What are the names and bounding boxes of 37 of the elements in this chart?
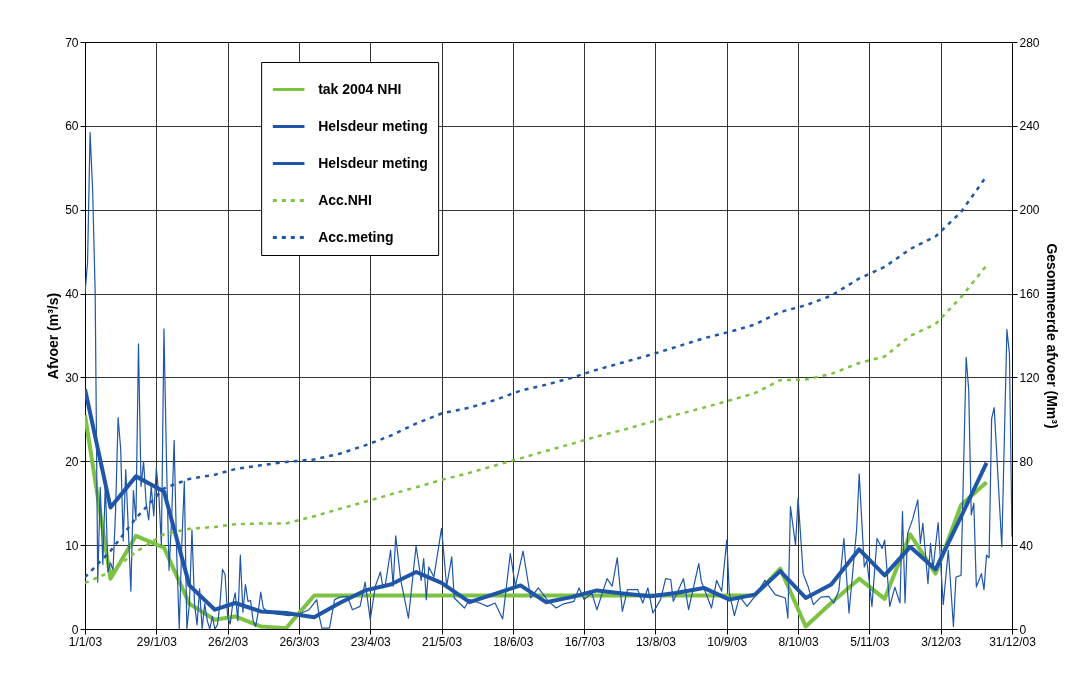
legend-label: Acc.meting [318, 228, 394, 245]
y-tick-label: 70 [65, 35, 79, 50]
x-tick-label: 26/3/03 [279, 634, 320, 649]
x-tick-label: 5/11/03 [850, 634, 890, 649]
x-tick-label: 29/1/03 [136, 634, 178, 649]
y-tick-label: 10 [65, 538, 79, 553]
x-tick-label: 26/2/03 [208, 634, 249, 649]
x-tick-label: 3/12/03 [921, 634, 962, 649]
y-tick-label: 40 [65, 287, 79, 302]
y-tick-label: 50 [65, 203, 79, 218]
x-tick-label: 8/10/03 [778, 634, 819, 649]
x-tick-label: 18/6/03 [493, 634, 534, 649]
y2-tick-label: 80 [1019, 454, 1034, 469]
y2-tick-label: 40 [1019, 538, 1034, 553]
x-tick-label: 23/4/03 [350, 634, 392, 649]
y2-tick-label: 160 [1019, 287, 1040, 302]
y-axis-title: Afvoer (m³/s) [45, 292, 62, 380]
y2-tick-label: 240 [1019, 119, 1040, 134]
y-tick-label: 60 [65, 119, 79, 134]
x-tick-label: 16/7/03 [564, 634, 605, 649]
y-tick-label: 20 [65, 454, 79, 469]
y-tick-label: 30 [65, 370, 79, 385]
x-tick-label: 1/1/03 [68, 634, 103, 649]
legend-label: Helsdeur meting [318, 154, 428, 171]
x-tick-label: 31/12/03 [989, 634, 1037, 649]
legend-label: tak 2004 NHI [318, 80, 402, 97]
y2-tick-label: 280 [1019, 35, 1040, 50]
x-tick-label: 13/8/03 [635, 634, 677, 649]
legend-label: Helsdeur meting [318, 117, 428, 134]
y2-tick-label: 120 [1019, 370, 1040, 385]
x-tick-label: 10/9/03 [707, 634, 748, 649]
y2-tick-label: 200 [1019, 203, 1040, 218]
x-tick-label: 21/5/03 [422, 634, 463, 649]
y2-axis-title: Gesommeerde afvoer (Mm³) [1043, 243, 1060, 429]
y-tick-label: 0 [71, 622, 79, 637]
y2-tick-label: 0 [1019, 622, 1027, 637]
legend-label: Acc.NHI [318, 191, 372, 208]
